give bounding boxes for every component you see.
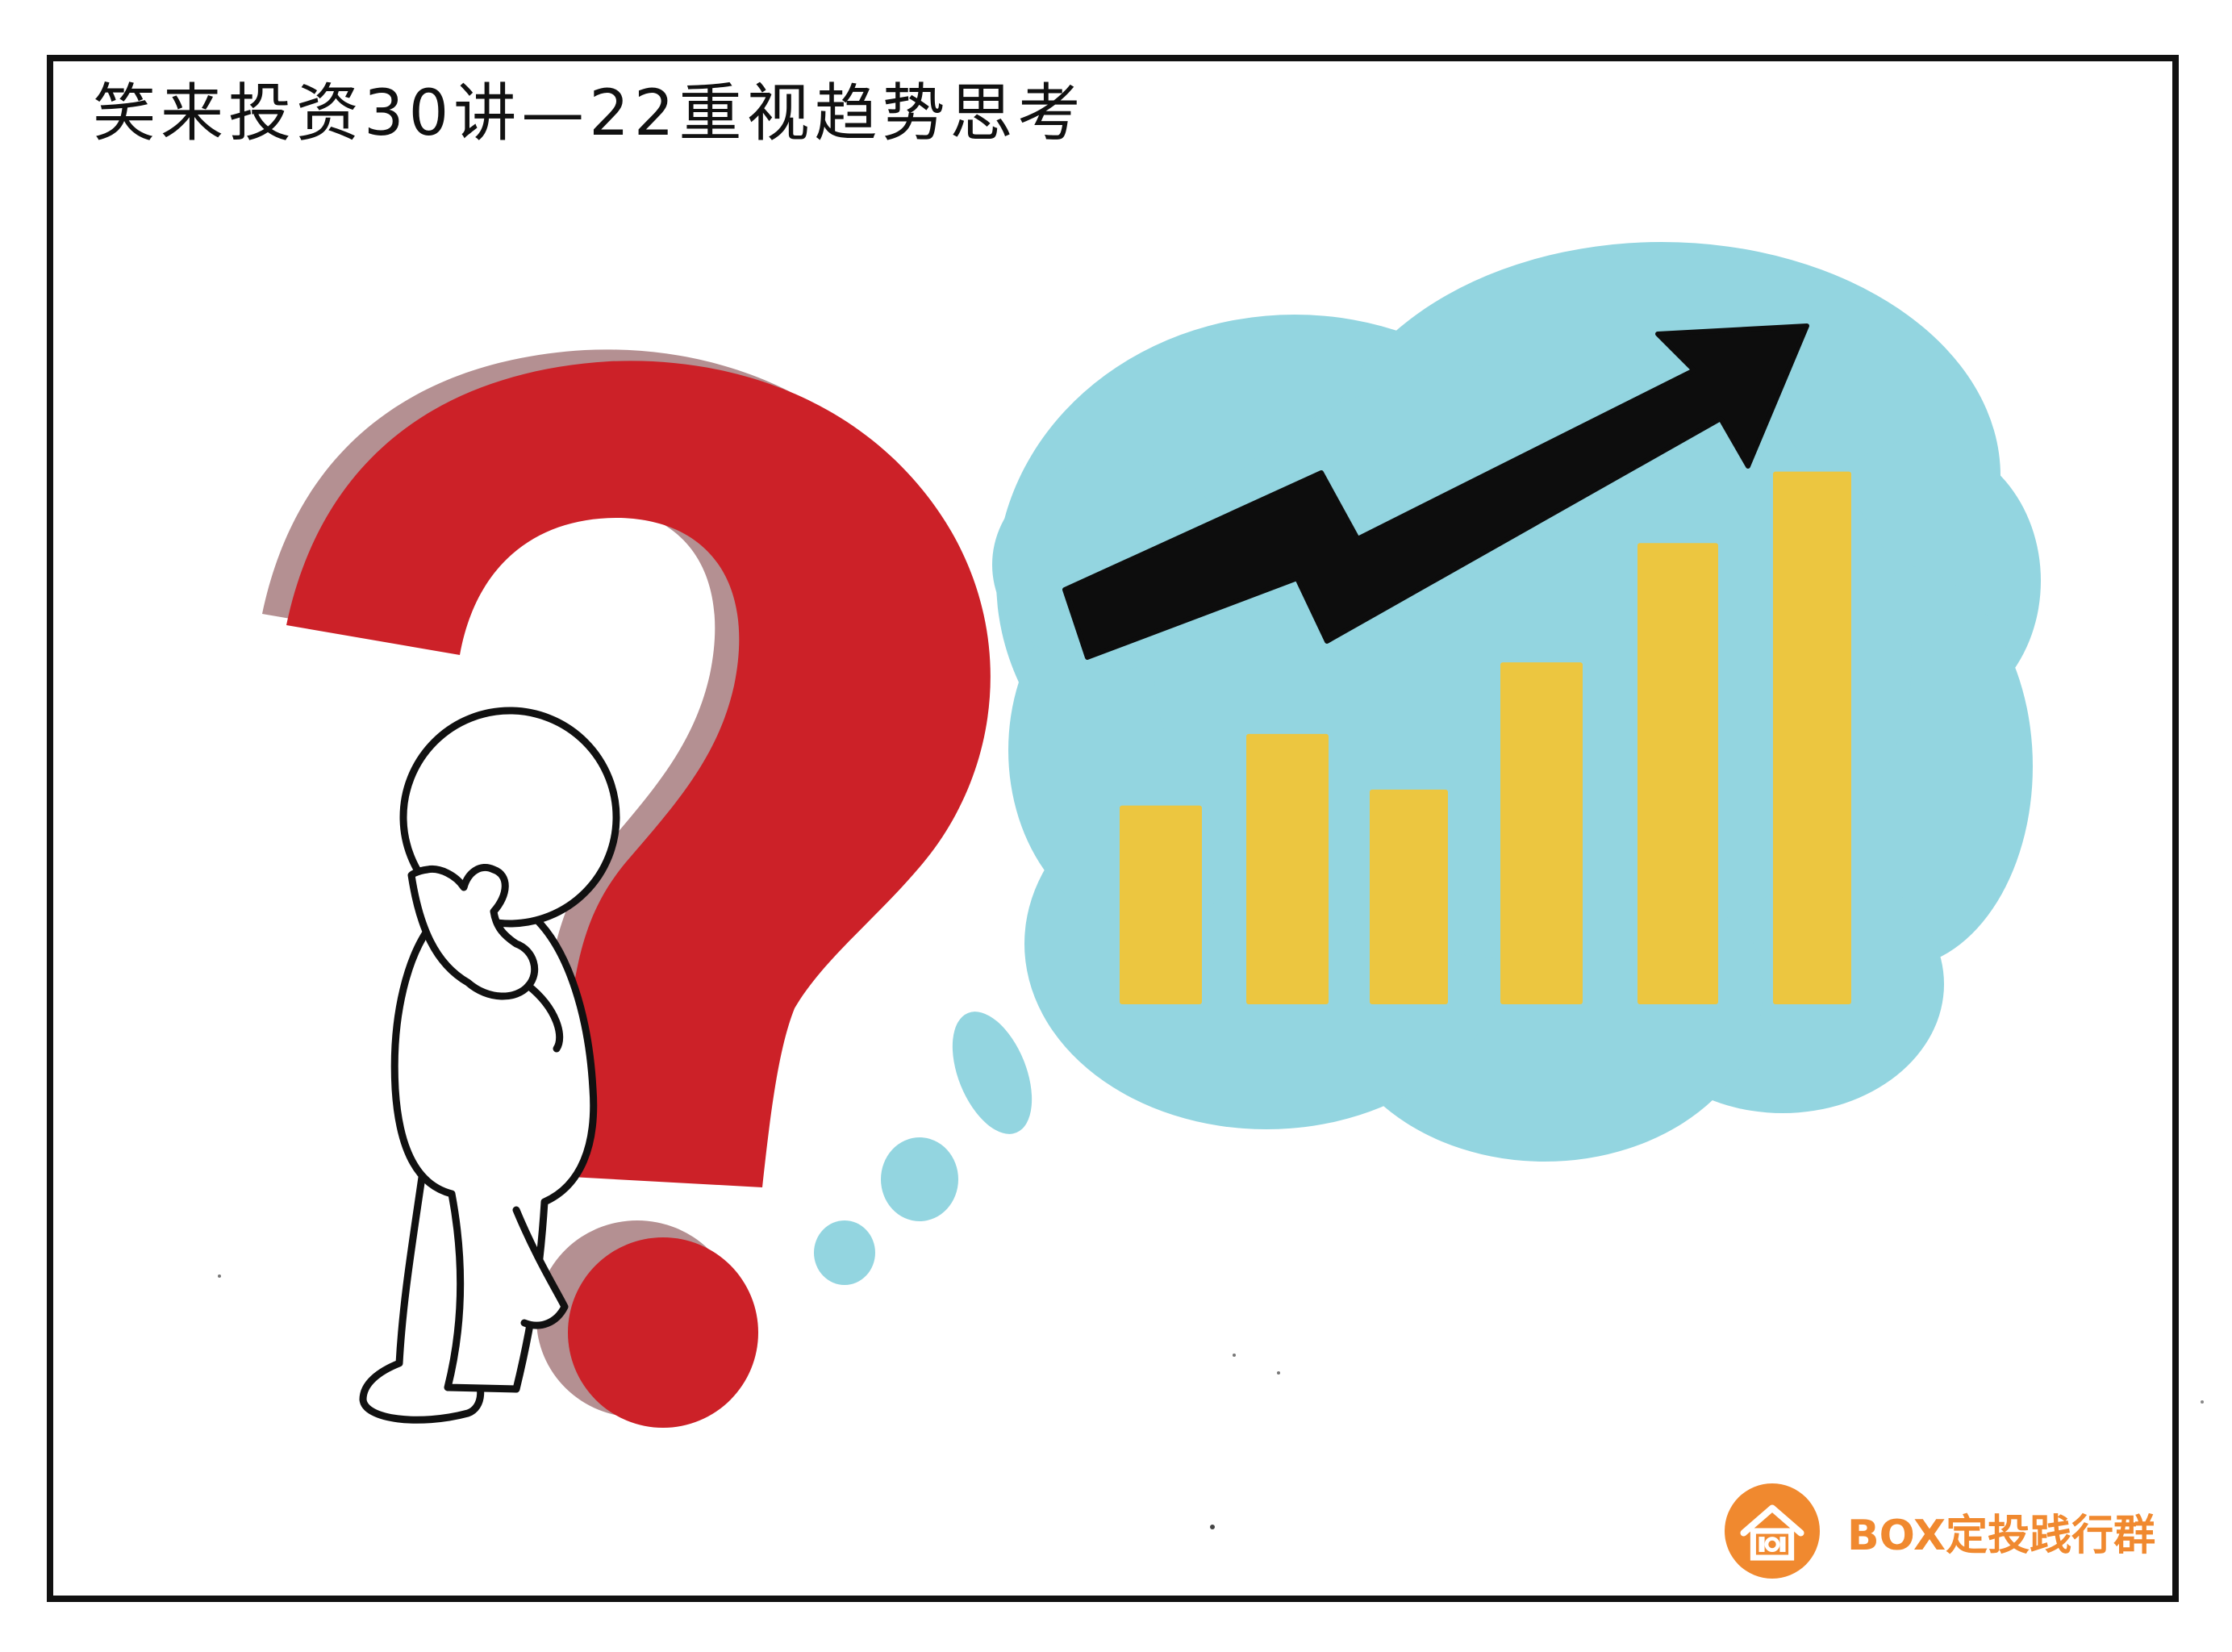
person-knee <box>512 1206 569 1329</box>
chart-bar-5 <box>1637 543 1718 1004</box>
trend-up-arrow-icon <box>1062 323 1809 660</box>
page-title: 笑来投资30讲—22重视趋势思考 <box>93 77 1086 150</box>
chart-bars <box>1120 471 1851 1004</box>
brand-text: BOX定投践行群 <box>1847 1511 2156 1560</box>
person-hand <box>407 864 539 1000</box>
chart-bar-2 <box>1246 733 1329 1004</box>
person-arm <box>524 982 564 1053</box>
chart-bar-3 <box>1370 789 1448 1004</box>
chart-bar-4 <box>1500 662 1583 1004</box>
brand-badge: BOX定投践行群 <box>1725 1483 2155 1579</box>
person-head <box>399 707 620 928</box>
house-icon <box>1725 1483 1820 1579</box>
thinking-person-icon <box>359 707 620 1424</box>
chart-bar-6 <box>1773 471 1851 1004</box>
person-body <box>390 916 598 1393</box>
chart-bar-1 <box>1120 805 1202 1004</box>
question-mark-icon <box>262 349 991 1428</box>
